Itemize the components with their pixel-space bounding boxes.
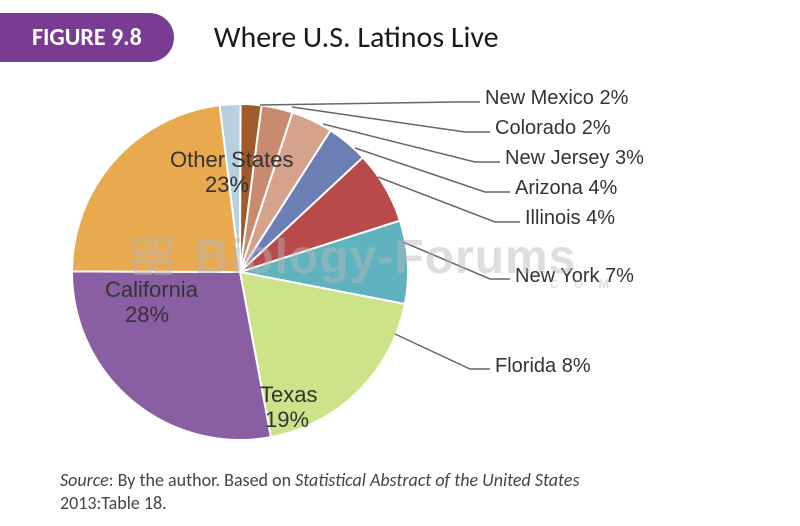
slice-label: Colorado 2% (495, 117, 611, 139)
source-book-title: Statistical Abstract of the United State… (295, 469, 579, 491)
pie-chart-svg: New Mexico 2% Colorado 2% New Jersey 3% Ari… (0, 72, 800, 472)
source-text-2: 2013:Table 18. (60, 492, 167, 514)
pie-chart-area: New Mexico 2% Colorado 2% New Jersey 3% Ari… (0, 72, 800, 472)
slice-label-inside-pct: 28% (125, 302, 169, 327)
slice-label: Illinois 4% (525, 207, 615, 229)
slice-label: New Mexico 2% (485, 87, 629, 109)
slice-label-inside: Other States (170, 147, 294, 172)
figure-header: FIGURE 9.8 Where U.S. Latinos Live (0, 8, 800, 66)
slice-label-inside-pct: 19% (265, 407, 309, 432)
source-citation: Source: By the author. Based on Statisti… (60, 469, 620, 514)
source-label: Source (60, 469, 109, 491)
slice-label-inside: California (105, 277, 199, 302)
slice-label: New York 7% (515, 265, 634, 287)
leader-line (403, 242, 510, 279)
figure-number-tab: FIGURE 9.8 (0, 13, 174, 62)
slice-label-inside: Texas (260, 382, 317, 407)
source-text-1: : By the author. Based on (109, 469, 295, 491)
leader-line (260, 102, 480, 105)
slice-label: New Jersey 3% (505, 147, 644, 169)
slice-label-inside-pct: 23% (205, 172, 249, 197)
figure-container: FIGURE 9.8 Where U.S. Latinos Live New M… (0, 0, 800, 526)
figure-title: Where U.S. Latinos Live (214, 19, 499, 56)
slice-label: Florida 8% (495, 355, 591, 377)
figure-number-text: FIGURE 9.8 (32, 23, 142, 52)
leader-line (395, 334, 490, 369)
slice-label: Arizona 4% (515, 177, 617, 199)
leader-line (378, 177, 520, 222)
